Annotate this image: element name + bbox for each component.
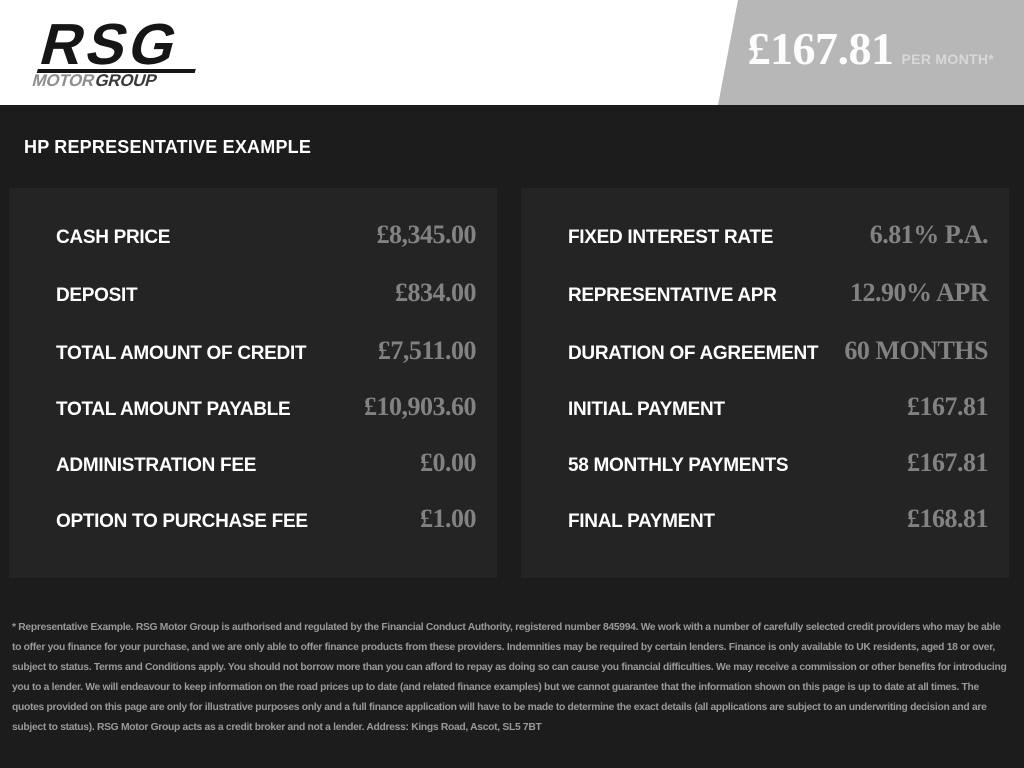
- svg-text:MOTOR: MOTOR: [30, 70, 98, 90]
- svg-text:GROUP: GROUP: [93, 70, 159, 90]
- svg-text:RSG: RSG: [34, 16, 189, 77]
